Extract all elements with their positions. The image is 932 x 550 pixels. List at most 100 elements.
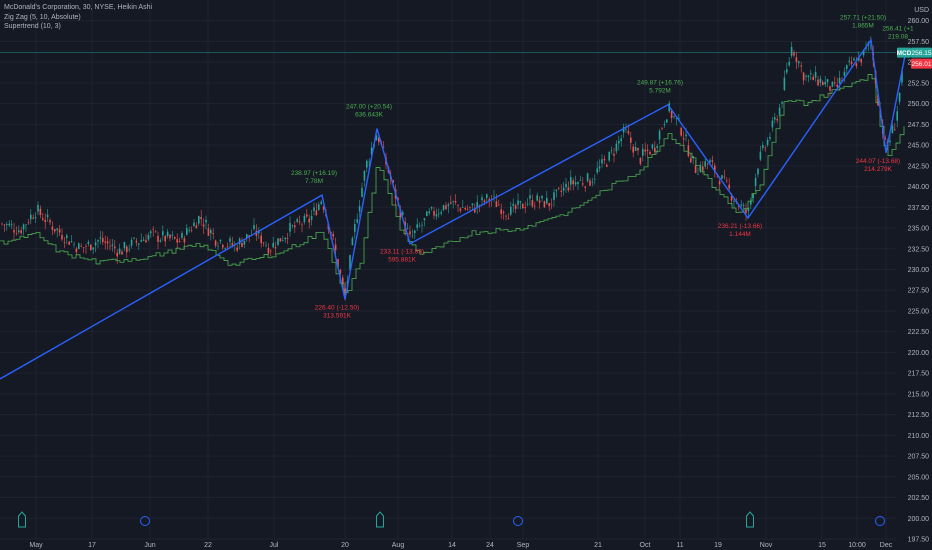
candle-body — [810, 73, 812, 75]
candle-body — [94, 242, 97, 246]
earnings-marker[interactable] — [376, 511, 384, 528]
candle-body — [466, 208, 469, 210]
candle-body — [740, 204, 742, 206]
candle-body — [452, 201, 454, 202]
candle-body — [207, 228, 210, 236]
price-axis-label: 215.00 — [908, 391, 930, 398]
earnings-marker[interactable] — [18, 511, 26, 528]
candle-body — [145, 240, 147, 243]
candle-body — [438, 213, 440, 215]
candle-body — [147, 235, 150, 240]
candle-body — [150, 231, 152, 234]
candle-body — [20, 230, 22, 234]
legend-zigzag[interactable]: Zig Zag (5, 10, Absolute) — [4, 13, 81, 21]
candle-body — [771, 120, 774, 128]
candle-body — [550, 204, 553, 206]
candle-body — [603, 158, 606, 161]
price-axis-label: 207.50 — [908, 454, 930, 461]
ticker-price-badge — [911, 47, 932, 58]
time-axis-label: 15 — [818, 542, 826, 549]
dividend-marker[interactable] — [140, 516, 150, 526]
candle-body — [104, 241, 106, 243]
candle-body — [22, 224, 25, 230]
candle-body — [829, 86, 831, 91]
candle-body — [642, 148, 644, 156]
candle-body — [332, 234, 334, 237]
candle-body — [562, 187, 565, 191]
candle-body — [819, 78, 822, 83]
candle-body — [418, 225, 421, 227]
candle-body — [838, 77, 841, 84]
candle-body — [445, 205, 447, 209]
earnings-marker[interactable] — [746, 511, 754, 528]
chart-legend: McDonald's Corporation, 30, NYSE, Heikin… — [4, 3, 152, 32]
candle-body — [721, 175, 723, 179]
ticker-badge-text: MCD — [897, 50, 912, 57]
candle-body — [762, 145, 764, 148]
candle-body — [795, 57, 798, 62]
candle-body — [303, 215, 306, 223]
candle-body — [493, 195, 495, 197]
candle-body — [90, 244, 92, 251]
candle-body — [130, 239, 133, 246]
candle-body — [274, 247, 277, 249]
candle-body — [618, 140, 620, 144]
candle-body — [704, 161, 706, 167]
candle-body — [766, 139, 769, 146]
price-axis-label: 210.00 — [908, 433, 930, 440]
candle-body — [778, 107, 781, 115]
candle-body — [399, 209, 402, 218]
dividend-marker[interactable] — [875, 516, 885, 526]
candle-body — [306, 214, 308, 217]
candle-body — [481, 197, 483, 201]
candle-body — [15, 233, 18, 235]
candle-body — [666, 119, 668, 123]
candle-body — [34, 217, 37, 219]
candle-body — [486, 194, 488, 198]
candle-body — [363, 170, 366, 181]
candle-body — [589, 180, 591, 186]
candle-body — [382, 147, 385, 148]
time-axis-label: 14 — [448, 542, 456, 549]
candle-body — [543, 201, 546, 208]
candle-body — [198, 216, 200, 224]
zigzag-label-volume: 214.279K — [864, 166, 892, 173]
time-axis-label: Nov — [760, 542, 773, 549]
time-axis-label: 21 — [594, 542, 602, 549]
candle-body — [313, 207, 315, 211]
candle-body — [454, 200, 457, 203]
candle-body — [270, 250, 272, 252]
zigzag-label-volume: 1.865M — [852, 23, 874, 30]
dividend-marker[interactable] — [513, 516, 523, 526]
price-axis-label: 227.50 — [908, 288, 930, 295]
candle-body — [894, 129, 896, 131]
time-axis-label: Dec — [880, 542, 893, 549]
candle-body — [241, 242, 243, 247]
candle-body — [826, 79, 829, 82]
candle-body — [800, 65, 802, 67]
candle-body — [87, 241, 90, 244]
candle-body — [901, 70, 903, 83]
candle-body — [742, 205, 745, 206]
candle-body — [615, 143, 618, 152]
candle-body — [99, 237, 102, 239]
candle-body — [601, 159, 603, 164]
legend-supertrend[interactable]: Supertrend (10, 3) — [4, 23, 61, 30]
price-axis: 197.50 200.00 202.50 205.00 207.50 210.00 212.… — [908, 7, 930, 544]
candle-body — [663, 123, 666, 125]
price-axis-label: 235.00 — [908, 226, 930, 233]
price-axis-label: 220.00 — [908, 350, 930, 357]
candle-body — [296, 219, 298, 222]
candle-body — [495, 201, 498, 207]
candle-body — [541, 195, 543, 199]
candle-body — [459, 208, 462, 211]
candle-body — [416, 224, 418, 228]
legend-symbol-title[interactable]: McDonald's Corporation, 30, NYSE, Heikin… — [4, 4, 153, 11]
earnings-icon — [18, 511, 26, 528]
candle-body — [531, 199, 534, 207]
candle-body — [560, 190, 562, 192]
candle-body — [858, 56, 860, 61]
candle-body — [200, 217, 202, 220]
